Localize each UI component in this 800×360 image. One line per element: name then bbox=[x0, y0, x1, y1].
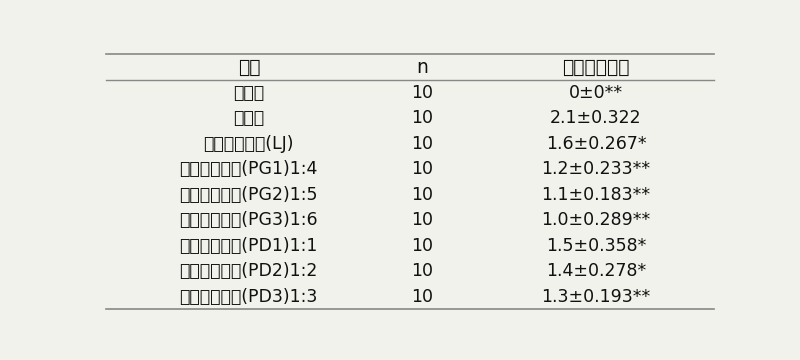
Text: 10: 10 bbox=[411, 288, 434, 306]
Text: 10: 10 bbox=[411, 135, 434, 153]
Text: 1.2±0.233**: 1.2±0.233** bbox=[542, 160, 650, 178]
Text: 10: 10 bbox=[411, 237, 434, 255]
Text: 0±0**: 0±0** bbox=[569, 84, 623, 102]
Text: 10: 10 bbox=[411, 84, 434, 102]
Text: 1.6±0.267*: 1.6±0.267* bbox=[546, 135, 646, 153]
Text: 配伍低剂量组(PD3)1:3: 配伍低剂量组(PD3)1:3 bbox=[180, 288, 318, 306]
Text: 模型组: 模型组 bbox=[234, 109, 264, 127]
Text: 配伍高剂量组(PG1)1:4: 配伍高剂量组(PG1)1:4 bbox=[180, 160, 318, 178]
Text: 雷公藤多苷组(LJ): 雷公藤多苷组(LJ) bbox=[203, 135, 294, 153]
Text: 配伍低剂量组(PD1)1:1: 配伍低剂量组(PD1)1:1 bbox=[180, 237, 318, 255]
Text: 配伍高剂量组(PG2)1:5: 配伍高剂量组(PG2)1:5 bbox=[179, 185, 318, 203]
Text: 组别: 组别 bbox=[238, 58, 260, 77]
Text: 1.3±0.193**: 1.3±0.193** bbox=[542, 288, 650, 306]
Text: 2.1±0.322: 2.1±0.322 bbox=[550, 109, 642, 127]
Text: 配伍低剂量组(PD2)1:2: 配伍低剂量组(PD2)1:2 bbox=[180, 262, 318, 280]
Text: 配伍高剂量组(PG3)1:6: 配伍高剂量组(PG3)1:6 bbox=[179, 211, 318, 229]
Text: 1.0±0.289**: 1.0±0.289** bbox=[542, 211, 650, 229]
Text: n: n bbox=[417, 58, 428, 77]
Text: 10: 10 bbox=[411, 262, 434, 280]
Text: 10: 10 bbox=[411, 185, 434, 203]
Text: 10: 10 bbox=[411, 211, 434, 229]
Text: 1.1±0.183**: 1.1±0.183** bbox=[542, 185, 650, 203]
Text: 10: 10 bbox=[411, 109, 434, 127]
Text: 1.4±0.278*: 1.4±0.278* bbox=[546, 262, 646, 280]
Text: 关节综合评分: 关节综合评分 bbox=[562, 58, 630, 77]
Text: 正常组: 正常组 bbox=[234, 84, 264, 102]
Text: 10: 10 bbox=[411, 160, 434, 178]
Text: 1.5±0.358*: 1.5±0.358* bbox=[546, 237, 646, 255]
